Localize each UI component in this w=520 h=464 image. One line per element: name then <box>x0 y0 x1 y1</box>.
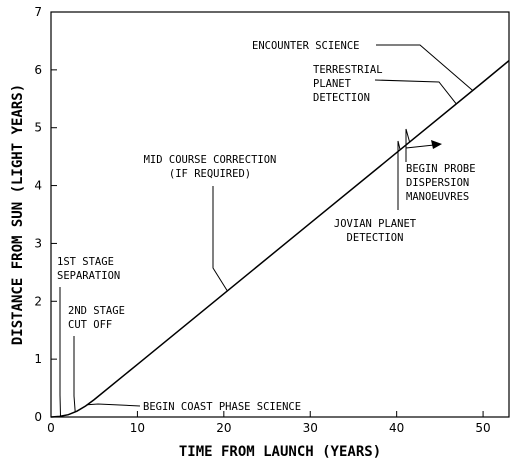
x-tick-label: 50 <box>475 421 490 435</box>
y-tick-label: 0 <box>34 410 42 424</box>
leader-line <box>59 287 61 417</box>
x-axis-label: TIME FROM LAUNCH (YEARS) <box>179 444 381 460</box>
leader-line <box>374 79 457 105</box>
annotation-text: CUT OFF <box>68 319 112 331</box>
annotation-text: DETECTION <box>347 232 404 244</box>
leader-line <box>397 140 401 210</box>
annotations: 1ST STAGE SEPARATION 2ND STAGE CUT OFF BEGIN… <box>57 40 476 417</box>
y-tick-label: 5 <box>34 121 42 135</box>
annotation-text: SEPARATION <box>57 270 120 282</box>
x-tick-label: 10 <box>130 421 145 435</box>
y-axis-label: DISTANCE FROM SUN (LIGHT YEARS) <box>10 84 26 345</box>
annotation-first-stage: 1ST STAGE SEPARATION <box>57 256 120 417</box>
annotation-text: TERRESTRIAL <box>313 64 383 76</box>
annotation-second-stage: 2ND STAGE CUT OFF <box>68 305 125 412</box>
x-tick-label: 40 <box>389 421 404 435</box>
y-tick-label: 3 <box>34 236 42 250</box>
x-tick-label: 20 <box>216 421 231 435</box>
y-tick-label: 6 <box>34 63 42 77</box>
y-tick-label: 7 <box>34 5 42 19</box>
leader-line <box>376 44 474 91</box>
axes: 0 10 20 30 40 50 0 1 2 3 4 5 6 7 <box>34 5 510 435</box>
annotation-text: JOVIAN PLANET <box>334 218 417 230</box>
annotation-encounter: ENCOUNTER SCIENCE <box>252 40 474 91</box>
annotation-text: PLANET <box>313 78 352 90</box>
leader-line <box>73 336 76 412</box>
y-tick-label: 1 <box>34 352 42 366</box>
x-tick-label: 0 <box>47 421 55 435</box>
y-tick-label: 2 <box>34 294 42 308</box>
annotation-text: BEGIN COAST PHASE SCIENCE <box>143 401 301 413</box>
annotation-text: DISPERSION <box>406 177 469 189</box>
y-tick-label: 4 <box>34 179 42 193</box>
annotation-mid-course: MID COURSE CORRECTION (IF REQUIRED) <box>144 154 277 292</box>
annotation-text: MANOEUVRES <box>406 191 469 203</box>
annotation-text: ENCOUNTER SCIENCE <box>252 40 359 52</box>
annotation-coast-science: BEGIN COAST PHASE SCIENCE <box>87 401 301 413</box>
series <box>50 60 510 418</box>
arrow-head <box>431 140 442 149</box>
annotation-text: (IF REQUIRED) <box>169 168 251 180</box>
plot-frame <box>50 11 510 418</box>
arrow-shaft <box>405 144 435 149</box>
trajectory-line <box>50 60 510 418</box>
leader-line <box>212 186 228 292</box>
annotation-text: MID COURSE CORRECTION <box>144 154 277 166</box>
annotation-text: BEGIN PROBE <box>406 163 476 175</box>
annotation-text: 2ND STAGE <box>68 305 125 317</box>
annotation-text: DETECTION <box>313 92 370 104</box>
annotation-probe-dispersion: BEGIN PROBE DISPERSION MANOEUVRES <box>405 128 476 203</box>
annotation-terrestrial: TERRESTRIAL PLANET DETECTION <box>313 64 457 105</box>
x-tick-label: 30 <box>303 421 318 435</box>
leader-line <box>87 403 141 407</box>
leader-line <box>405 128 411 162</box>
annotation-jovian: JOVIAN PLANET DETECTION <box>334 140 417 244</box>
annotation-text: 1ST STAGE <box>57 256 114 268</box>
